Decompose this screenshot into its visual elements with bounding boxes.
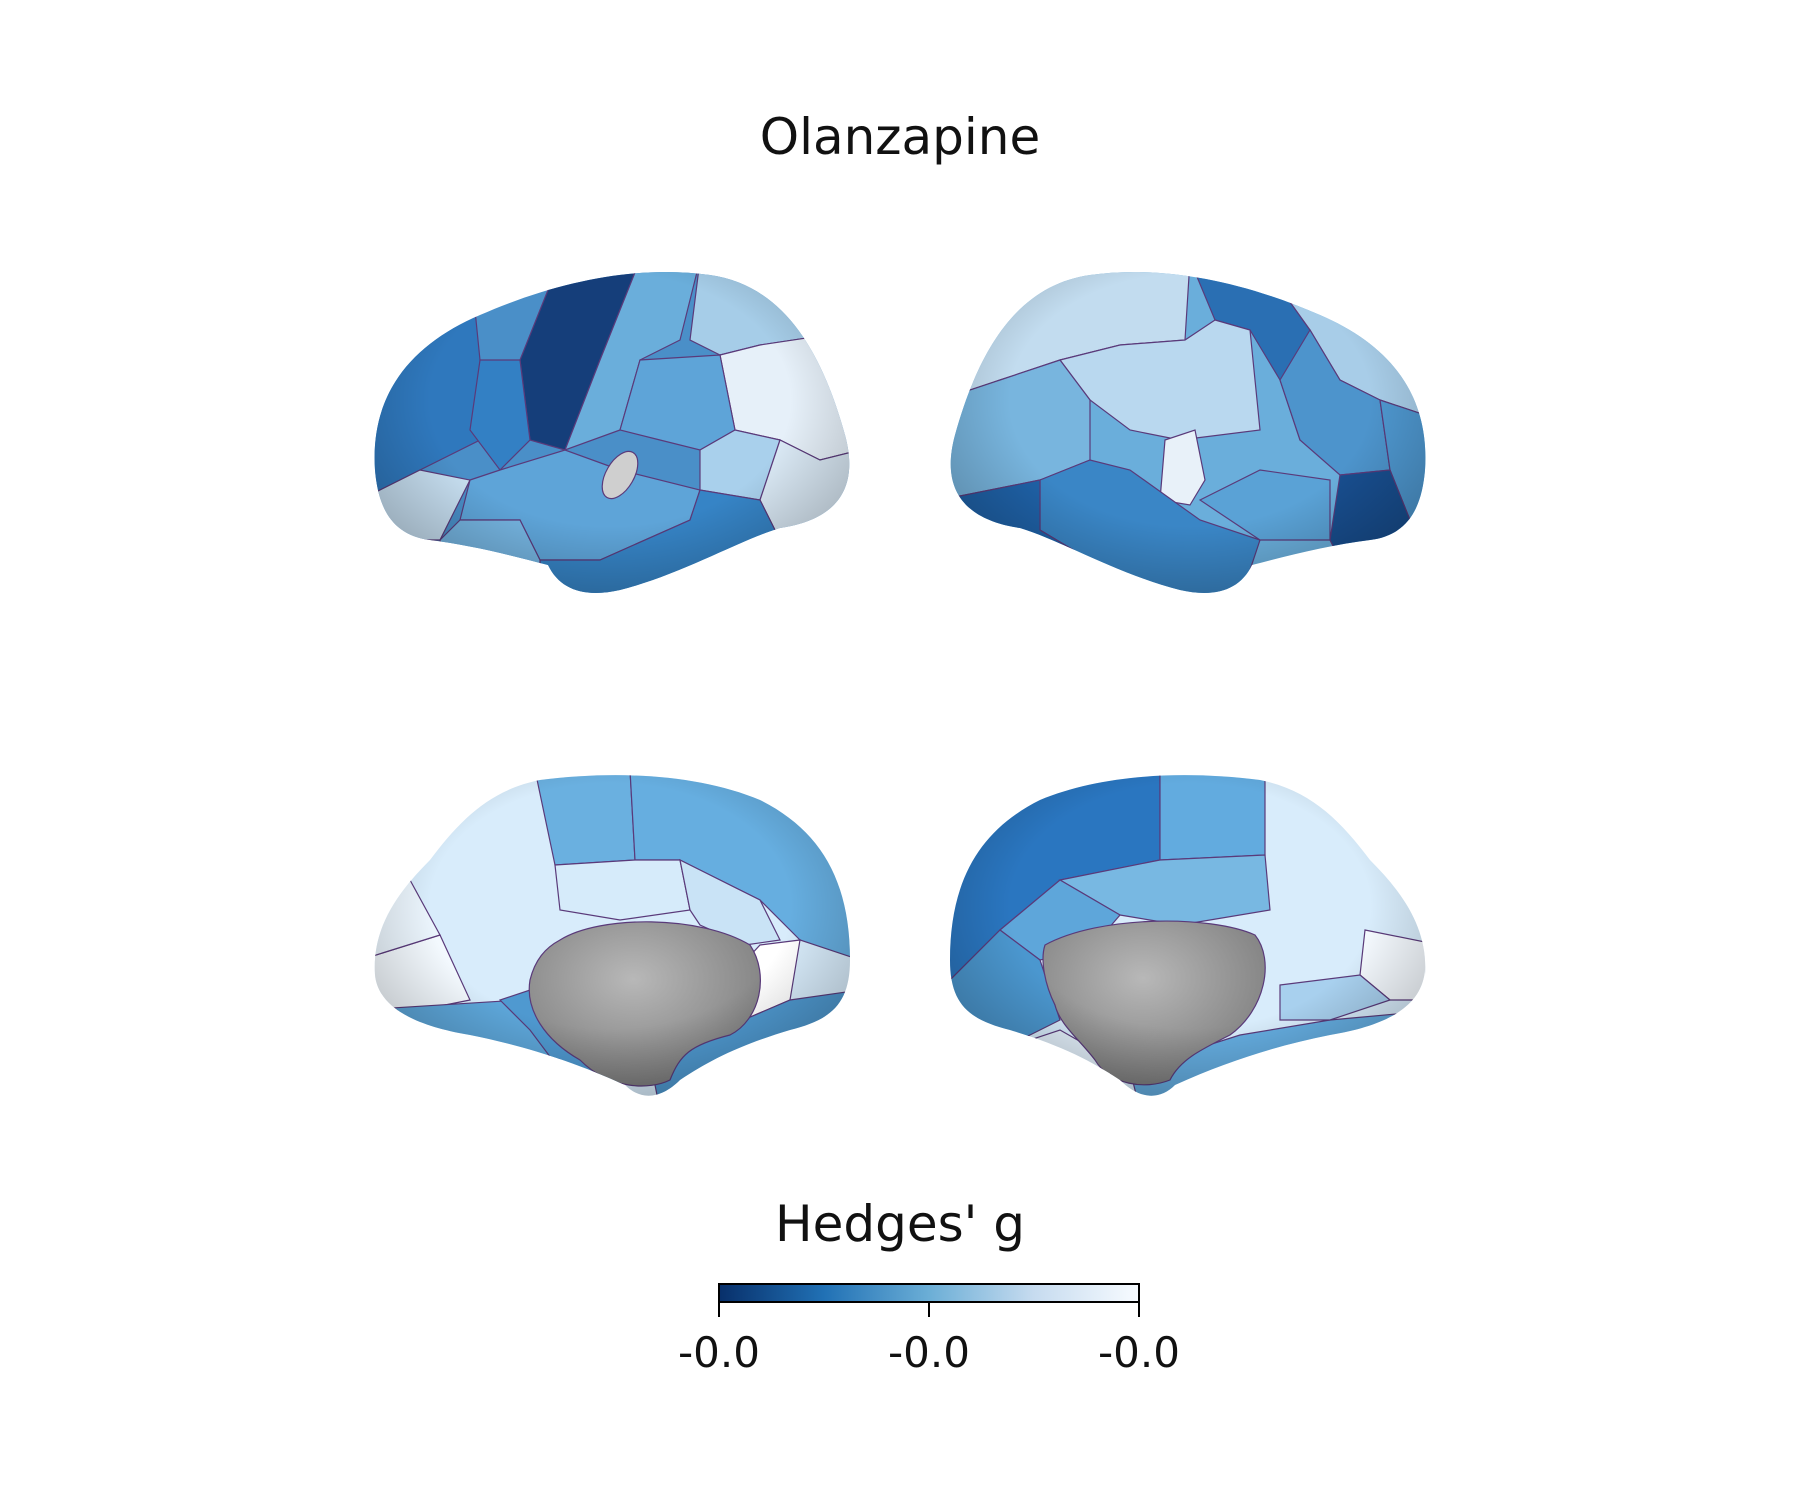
colorbar-tick	[718, 1303, 720, 1317]
right-lateral-view	[950, 271, 1426, 593]
colorbar-tick	[1138, 1303, 1140, 1317]
colorbar	[718, 1283, 1140, 1303]
colorbar-label: Hedges' g	[774, 1195, 1026, 1253]
left-lateral-view	[374, 271, 850, 593]
left-medial-view	[374, 775, 850, 1096]
figure-title: Olanzapine	[759, 108, 1041, 166]
colorbar-tick	[928, 1303, 930, 1317]
colorbar-tick-label: -0.0	[1098, 1328, 1180, 1377]
colorbar-tick-label: -0.0	[888, 1328, 970, 1377]
right-medial-view	[950, 775, 1426, 1096]
colorbar-tick-label: -0.0	[678, 1328, 760, 1377]
